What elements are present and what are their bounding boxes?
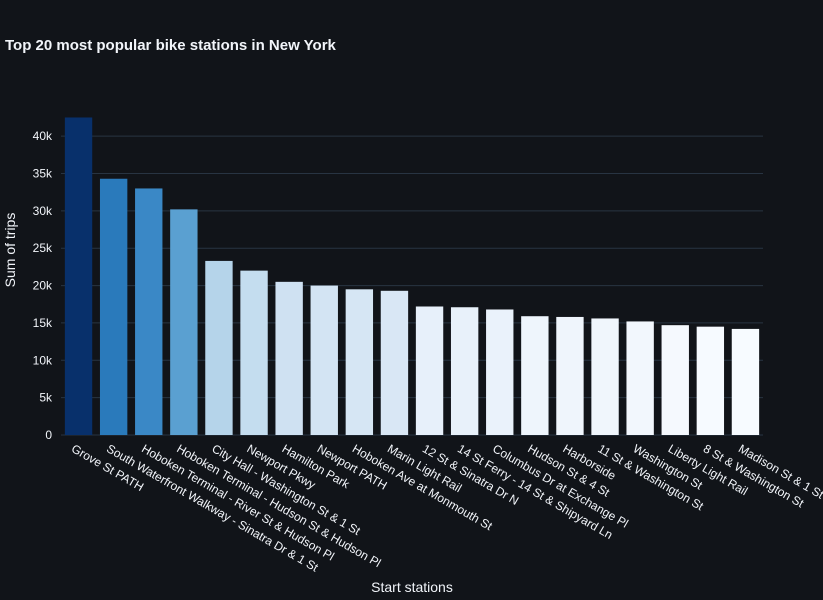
gridlines — [61, 135, 763, 436]
bar[interactable] — [205, 260, 233, 435]
bar[interactable] — [310, 285, 338, 435]
bar[interactable] — [661, 325, 689, 435]
y-tick-label: 10k — [33, 353, 53, 367]
y-axis-title: Sum of trips — [2, 213, 18, 288]
y-tick-label: 5k — [39, 391, 53, 405]
bar[interactable] — [696, 326, 725, 435]
y-axis-ticks: 0 5k 10k 15k 20k 25k 30k 35k 40k — [33, 129, 53, 442]
bar[interactable] — [240, 270, 268, 435]
bar[interactable] — [415, 306, 444, 435]
bar[interactable] — [99, 178, 128, 435]
chart-title: Top 20 most popular bike stations in New… — [5, 37, 337, 54]
y-tick-label: 40k — [33, 129, 53, 143]
y-tick-label: 30k — [33, 204, 53, 218]
y-tick-label: 20k — [33, 279, 53, 293]
y-tick-label: 0 — [45, 428, 52, 442]
bar[interactable] — [731, 328, 760, 435]
bar[interactable] — [275, 281, 303, 435]
bar[interactable] — [170, 209, 198, 435]
y-tick-label: 25k — [33, 241, 53, 255]
bar[interactable] — [64, 117, 93, 436]
y-tick-label: 15k — [33, 316, 53, 330]
y-tick-label: 35k — [33, 167, 53, 181]
bar[interactable] — [135, 188, 163, 435]
bar[interactable] — [380, 290, 409, 435]
bar[interactable] — [626, 321, 654, 435]
x-axis-title: Start stations — [371, 579, 453, 595]
bar[interactable] — [521, 316, 549, 435]
bar[interactable] — [450, 307, 479, 435]
bar[interactable] — [486, 309, 514, 435]
bar[interactable] — [591, 318, 619, 435]
bar[interactable] — [556, 316, 584, 435]
bar[interactable] — [345, 289, 374, 435]
bars — [64, 117, 760, 436]
